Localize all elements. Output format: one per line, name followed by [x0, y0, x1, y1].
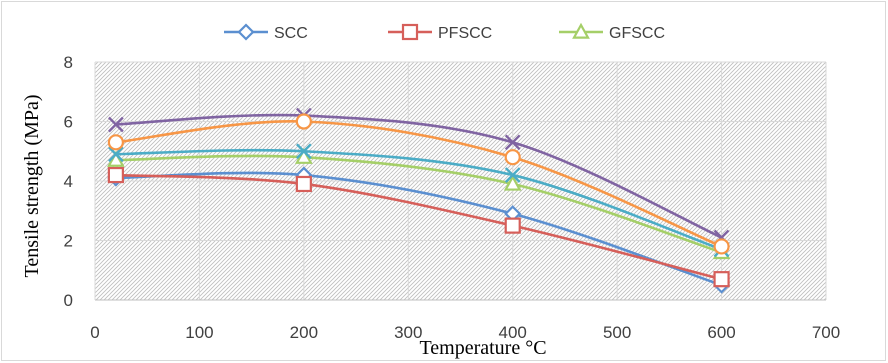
series-pfscc [107, 166, 730, 288]
y-tick-label: 2 [64, 232, 73, 251]
data-point-square [295, 175, 312, 193]
x-tick-label: 100 [185, 323, 213, 342]
series-layer [107, 107, 731, 294]
data-point-x [108, 146, 124, 163]
y-tick-label: 4 [64, 172, 73, 191]
series-unlabeled-6 [107, 113, 730, 255]
data-point-x [108, 116, 124, 133]
series-line [115, 173, 722, 281]
data-point-circle [107, 134, 124, 151]
y-tick-label: 6 [64, 113, 73, 132]
data-point-square [504, 217, 521, 234]
data-point-x [296, 143, 312, 160]
series-line [115, 113, 723, 239]
data-point-circle [295, 113, 312, 130]
data-point-circle [713, 238, 730, 255]
x-marker-stroke [296, 143, 312, 160]
x-axis-title: Temperature °C [419, 337, 546, 359]
x-tick-label: 500 [603, 323, 631, 342]
series-line [115, 119, 723, 248]
x-tick-label: 200 [290, 323, 318, 342]
legend: SCC PFSCC GFSCC [224, 22, 665, 42]
series-line [115, 154, 722, 254]
legend-item-scc: SCC [224, 23, 308, 42]
data-point-triangle [107, 150, 125, 167]
series-line [115, 148, 723, 251]
data-point-triangle [294, 147, 313, 164]
legend-label: GFSCC [609, 25, 665, 42]
data-point-x [504, 167, 521, 183]
x-marker-stroke [108, 116, 124, 133]
legend-marker-triangle [572, 22, 590, 39]
data-point-triangle [503, 174, 522, 191]
data-point-square [107, 166, 124, 184]
legend-item-gfscc: GFSCC [559, 22, 665, 42]
y-tick-label: 8 [64, 53, 73, 72]
legend-item-pfscc: PFSCC [388, 23, 492, 42]
y-axis-title: Tensile strength (MPa) [21, 94, 43, 277]
x-tick-label: 400 [499, 323, 527, 342]
legend-marker-square [401, 23, 419, 41]
x-marker-stroke [504, 167, 521, 183]
x-tick-label: 0 [90, 323, 99, 342]
data-point-square [713, 271, 730, 288]
legend-label: PFSCC [438, 25, 492, 42]
x-marker-stroke [504, 134, 521, 151]
grid-lines [94, 61, 827, 301]
x-tick-label: 300 [394, 323, 422, 342]
x-marker-stroke [108, 146, 124, 163]
y-tick-label: 0 [64, 291, 73, 310]
axis-ticks: 0 100 200 300 400 500 600 700 0 2 4 6 8 [64, 53, 841, 342]
data-point-circle [504, 149, 521, 166]
legend-marker-diamond [237, 23, 255, 41]
x-tick-label: 700 [812, 323, 840, 342]
series-line [115, 171, 722, 287]
legend-label: SCC [274, 25, 308, 42]
x-tick-label: 600 [707, 323, 735, 342]
data-point-x [504, 134, 521, 151]
